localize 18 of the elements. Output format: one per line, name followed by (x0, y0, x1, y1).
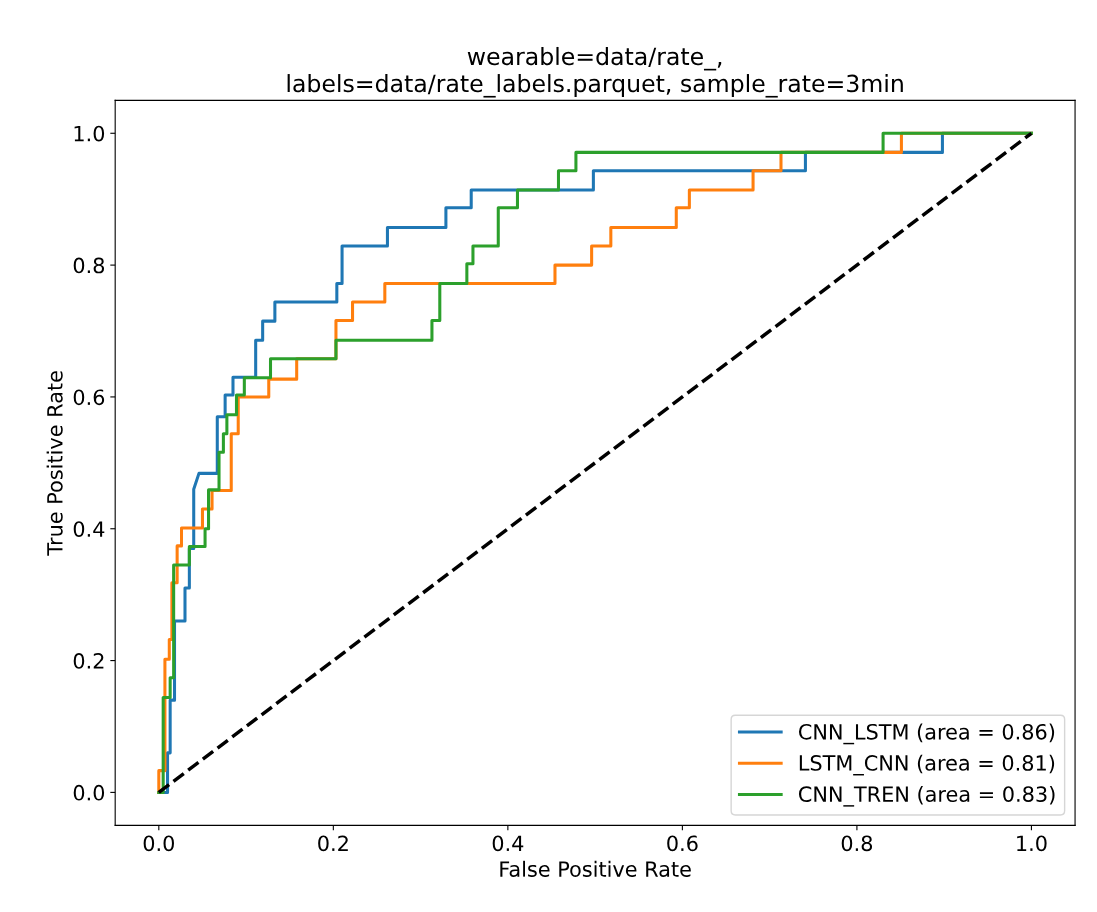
y-tick-label: 1.0 (74, 125, 105, 142)
legend-label: CNN_LSTM (area = 0.86) (798, 723, 1055, 745)
chart-title: wearable=data/rate_, labels=data/rate_labels.parquet, sample_rate=3min (287, 46, 903, 98)
y-tick-label: 0.4 (73, 521, 105, 537)
y-tick-label: 0.8 (73, 257, 105, 274)
y-tick-label: 0.0 (73, 784, 105, 801)
legend-label: CNN_TREN (area = 0.83) (798, 785, 1055, 807)
x-tick-label: 0.4 (492, 835, 524, 852)
y-axis-title: True Positive Rate (46, 371, 63, 556)
legend-label: LSTM_CNN (area = 0.81) (799, 754, 1055, 776)
y-tick-label: 0.6 (73, 389, 105, 406)
y-tick-label: 0.2 (73, 653, 104, 669)
x-tick-label: 0.0 (143, 835, 174, 852)
x-tick-label: 0.6 (667, 835, 698, 852)
x-tick-label: 1.0 (1017, 835, 1047, 852)
x-axis-title: False Positive Rate (500, 860, 691, 877)
x-tick-label: 0.2 (318, 835, 348, 852)
x-tick-label: 0.8 (841, 835, 873, 852)
